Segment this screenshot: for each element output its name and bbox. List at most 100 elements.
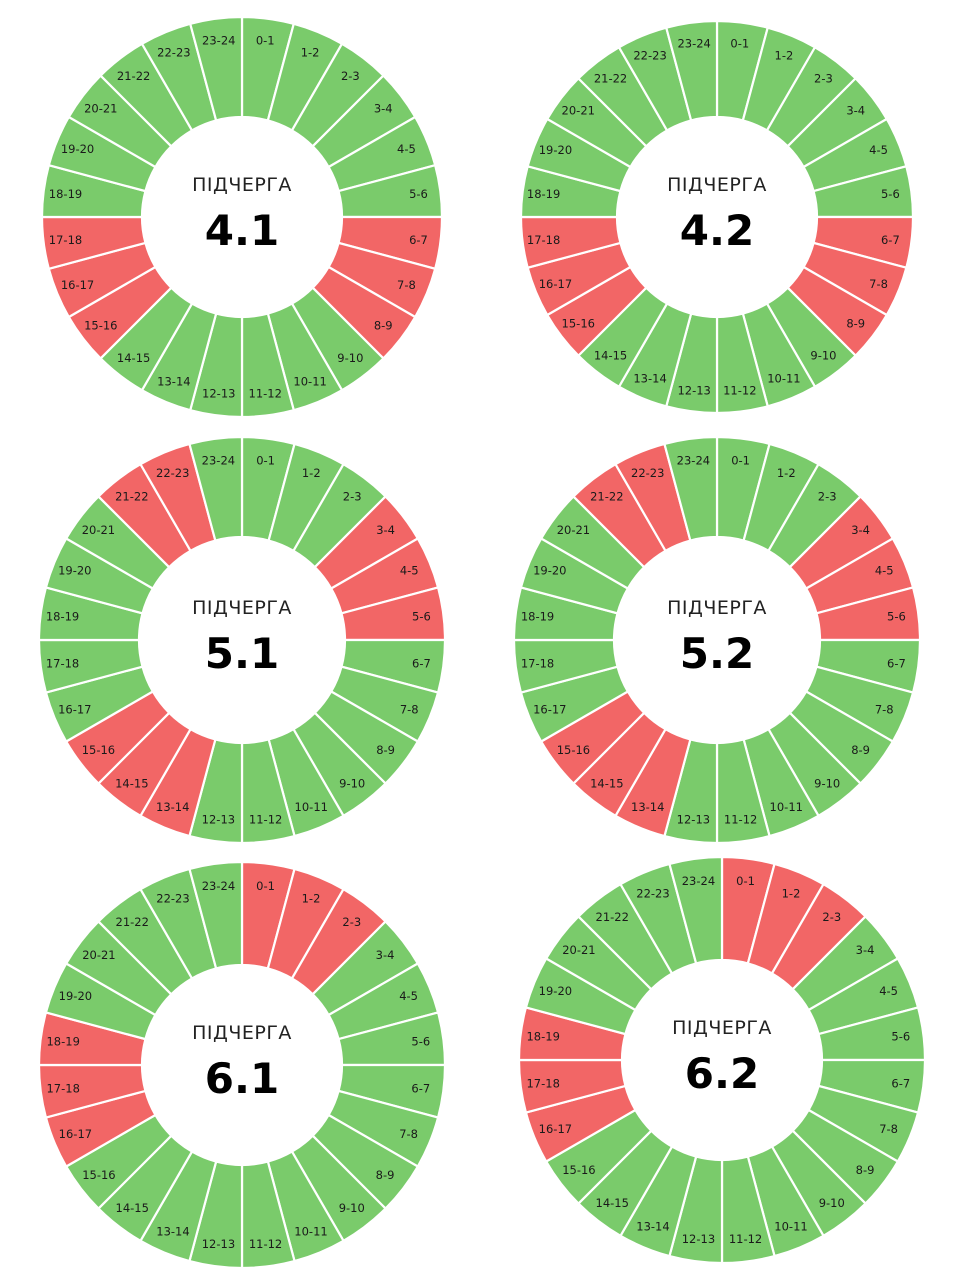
segment-label-4-1-5-6: 5-6: [409, 187, 428, 201]
segment-label-4-1-3-4: 3-4: [374, 102, 393, 116]
segment-label-4-1-0-1: 0-1: [256, 34, 275, 48]
segment-label-5-2-10-11: 10-11: [770, 800, 803, 814]
donut-chart-5-1: 0-1 1-2 2-3 3-4 4-5 5-6 6-7 7-8 8-9 9-10 10-11 11-1…: [37, 435, 447, 845]
segment-label-6-2-10-11: 10-11: [774, 1220, 807, 1234]
queue-number: 4.1: [205, 206, 279, 255]
segment-label-6-2-16-17: 16-17: [539, 1122, 572, 1136]
segment-label-6-1-18-19: 18-19: [46, 1034, 79, 1048]
segment-label-4-1-1-2: 1-2: [301, 46, 320, 60]
segment-6-1-23-24: [188, 860, 244, 970]
segment-label-6-2-20-21: 20-21: [562, 943, 595, 957]
segment-label-4-1-23-24: 23-24: [202, 34, 235, 48]
segment-label-6-2-4-5: 4-5: [879, 984, 898, 998]
segment-label-6-2-11-12: 11-12: [729, 1232, 762, 1246]
segment-label-5-2-4-5: 4-5: [875, 564, 894, 578]
segment-label-5-1-12-13: 12-13: [202, 812, 235, 826]
queue-number: 5.1: [205, 629, 279, 678]
segment-4-1-23-24: [188, 15, 244, 122]
segment-label-5-1-21-22: 21-22: [115, 489, 148, 503]
segment-label-5-1-13-14: 13-14: [156, 800, 189, 814]
segment-label-4-1-15-16: 15-16: [84, 318, 117, 332]
segment-label-5-1-19-20: 19-20: [58, 564, 91, 578]
segment-label-6-2-17-18: 17-18: [526, 1077, 559, 1091]
segment-label-6-1-1-2: 1-2: [302, 891, 321, 905]
segment-label-5-1-20-21: 20-21: [82, 523, 115, 537]
segment-label-5-2-7-8: 7-8: [875, 702, 894, 716]
segment-label-6-1-5-6: 5-6: [411, 1034, 430, 1048]
segment-label-5-2-2-3: 2-3: [818, 489, 837, 503]
queue-number: 5.2: [680, 629, 754, 678]
segment-label-5-2-22-23: 22-23: [631, 466, 664, 480]
segment-label-5-2-23-24: 23-24: [677, 454, 710, 468]
segment-label-5-2-6-7: 6-7: [887, 657, 906, 671]
center-title: ПІДЧЕРГА: [192, 174, 292, 196]
segment-label-4-1-22-23: 22-23: [157, 46, 190, 60]
donut-chart-6-2: 0-1 1-2 2-3 3-4 4-5 5-6 6-7 7-8 8-9 9-10 10-11 11-1…: [517, 855, 927, 1265]
center-title: ПІДЧЕРГА: [192, 1022, 292, 1044]
segment-label-5-1-10-11: 10-11: [295, 800, 328, 814]
segment-label-5-2-1-2: 1-2: [777, 466, 796, 480]
segment-label-6-2-18-19: 18-19: [526, 1029, 559, 1043]
donut-chart-4-2: 0-1 1-2 2-3 3-4 4-5 5-6 6-7 7-8 8-9 9-10 10-11 11-1…: [519, 19, 915, 415]
segment-label-4-2-13-14: 13-14: [633, 372, 666, 386]
segment-label-5-1-14-15: 14-15: [115, 777, 148, 791]
segment-label-5-2-12-13: 12-13: [677, 812, 710, 826]
segment-label-4-2-15-16: 15-16: [562, 316, 595, 330]
segment-label-6-2-0-1: 0-1: [736, 874, 755, 888]
segment-label-6-1-4-5: 4-5: [399, 989, 418, 1003]
segment-label-4-1-13-14: 13-14: [157, 374, 190, 388]
segment-label-6-1-3-4: 3-4: [376, 948, 395, 962]
segment-label-5-2-11-12: 11-12: [724, 812, 757, 826]
segment-label-4-1-19-20: 19-20: [61, 142, 94, 156]
segment-label-6-1-12-13: 12-13: [202, 1237, 235, 1251]
segment-label-4-1-20-21: 20-21: [84, 102, 117, 116]
segment-label-6-2-15-16: 15-16: [562, 1163, 595, 1177]
segment-label-5-1-2-3: 2-3: [343, 489, 362, 503]
segment-label-5-2-5-6: 5-6: [887, 609, 906, 623]
segment-label-4-2-21-22: 21-22: [594, 71, 627, 85]
segment-label-4-1-9-10: 9-10: [337, 351, 363, 365]
segment-label-6-2-12-13: 12-13: [682, 1232, 715, 1246]
segment-label-6-1-17-18: 17-18: [46, 1082, 79, 1096]
segment-label-6-2-23-24: 23-24: [682, 874, 715, 888]
segment-label-5-1-7-8: 7-8: [400, 702, 419, 716]
segment-6-2-23-24: [668, 855, 724, 965]
segment-label-6-2-1-2: 1-2: [782, 886, 801, 900]
segment-label-4-1-16-17: 16-17: [61, 278, 94, 292]
segment-label-4-2-12-13: 12-13: [677, 383, 710, 397]
segment-label-5-1-23-24: 23-24: [202, 454, 235, 468]
segment-label-5-2-14-15: 14-15: [590, 777, 623, 791]
queue-number: 6.2: [685, 1049, 759, 1098]
segment-label-4-2-14-15: 14-15: [594, 349, 627, 363]
segment-label-6-1-0-1: 0-1: [256, 879, 275, 893]
segment-label-4-2-17-18: 17-18: [527, 233, 560, 247]
segment-label-6-2-22-23: 22-23: [636, 886, 669, 900]
segment-5-1-23-24: [188, 435, 244, 542]
center-title: ПІДЧЕРГА: [667, 597, 767, 619]
segment-label-5-1-6-7: 6-7: [412, 657, 431, 671]
segment-label-5-2-17-18: 17-18: [521, 657, 554, 671]
segment-label-6-1-16-17: 16-17: [59, 1127, 92, 1141]
segment-label-4-2-20-21: 20-21: [562, 104, 595, 118]
segment-label-4-2-3-4: 3-4: [846, 104, 865, 118]
segment-label-4-1-6-7: 6-7: [409, 233, 428, 247]
segment-label-6-1-14-15: 14-15: [116, 1201, 149, 1215]
segment-label-4-2-6-7: 6-7: [881, 233, 900, 247]
segment-label-5-1-11-12: 11-12: [249, 812, 282, 826]
segment-label-5-2-19-20: 19-20: [533, 564, 566, 578]
segment-label-6-2-19-20: 19-20: [539, 984, 572, 998]
segment-label-4-2-11-12: 11-12: [723, 383, 756, 397]
segment-label-6-2-8-9: 8-9: [856, 1163, 875, 1177]
segment-label-4-2-22-23: 22-23: [633, 48, 666, 62]
segment-label-5-2-15-16: 15-16: [557, 743, 590, 757]
segment-label-5-1-3-4: 3-4: [376, 523, 395, 537]
segment-label-6-2-3-4: 3-4: [856, 943, 875, 957]
segment-label-5-2-18-19: 18-19: [521, 609, 554, 623]
segment-label-4-1-4-5: 4-5: [397, 142, 416, 156]
segment-label-6-2-7-8: 7-8: [879, 1122, 898, 1136]
segment-label-5-2-20-21: 20-21: [557, 523, 590, 537]
segment-label-6-2-13-14: 13-14: [636, 1220, 669, 1234]
segment-label-6-2-21-22: 21-22: [596, 910, 629, 924]
segment-label-4-1-12-13: 12-13: [202, 386, 235, 400]
